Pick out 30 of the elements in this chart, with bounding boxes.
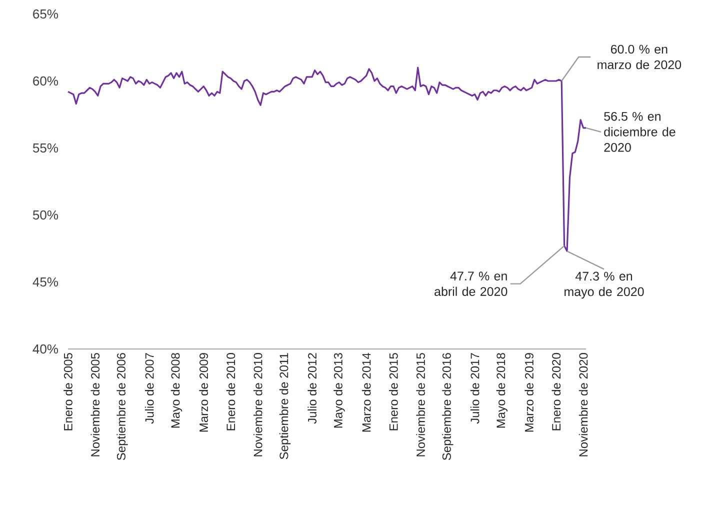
x-tick-label: Enero de 2020 — [552, 353, 561, 430]
x-tick-label: Marzo de 2014 — [362, 352, 371, 432]
annotation: 60.0 % en marzo de 2020 — [598, 44, 682, 70]
x-tick-label: Septiembre de 2011 — [279, 353, 291, 460]
x-tick-label: Noviembre de 2010 — [253, 353, 262, 456]
annotation: 47.7 % en abril de 2020 — [434, 272, 508, 296]
x-tick-label: Enero de 2005 — [64, 353, 72, 430]
y-tick-label: 55% — [32, 143, 58, 153]
x-tick-label: Julio de 2017 — [470, 353, 480, 424]
x-tick-label: Enero de 2010 — [226, 353, 236, 430]
x-tick-label: Julio de 2012 — [308, 353, 316, 424]
annotation: 56.5 % en diciembre de 2020 — [604, 112, 676, 152]
y-tick-label: 45% — [32, 277, 58, 287]
x-tick-label: Enero de 2015 — [389, 353, 398, 430]
y-tick-label: 40% — [32, 344, 58, 354]
x-tick-label: Septiembre de 2016 — [442, 353, 454, 460]
x-tick-label: Mayo de 2008 — [170, 353, 182, 428]
annotation: 47.3 % en mayo de 2020 — [564, 272, 644, 299]
x-tick-label: Marzo de 2019 — [524, 353, 534, 432]
x-tick-label: Noviembre de 2015 — [416, 353, 425, 456]
x-tick-label: Marzo de 2009 — [199, 353, 208, 432]
x-tick-label: Noviembre de 2020 — [578, 353, 588, 456]
x-tick-label: Mayo de 2013 — [334, 353, 345, 428]
x-tick-label: Noviembre de 2005 — [90, 353, 100, 456]
y-tick-label: 65% — [33, 9, 58, 19]
y-tick-label: 50% — [32, 210, 58, 220]
x-tick-label: Julio de 2007 — [144, 353, 154, 424]
y-tick-label: 60% — [33, 76, 58, 86]
x-tick-label: Septiembre de 2006 — [116, 353, 128, 460]
x-tick-label: Mayo de 2018 — [496, 353, 508, 428]
